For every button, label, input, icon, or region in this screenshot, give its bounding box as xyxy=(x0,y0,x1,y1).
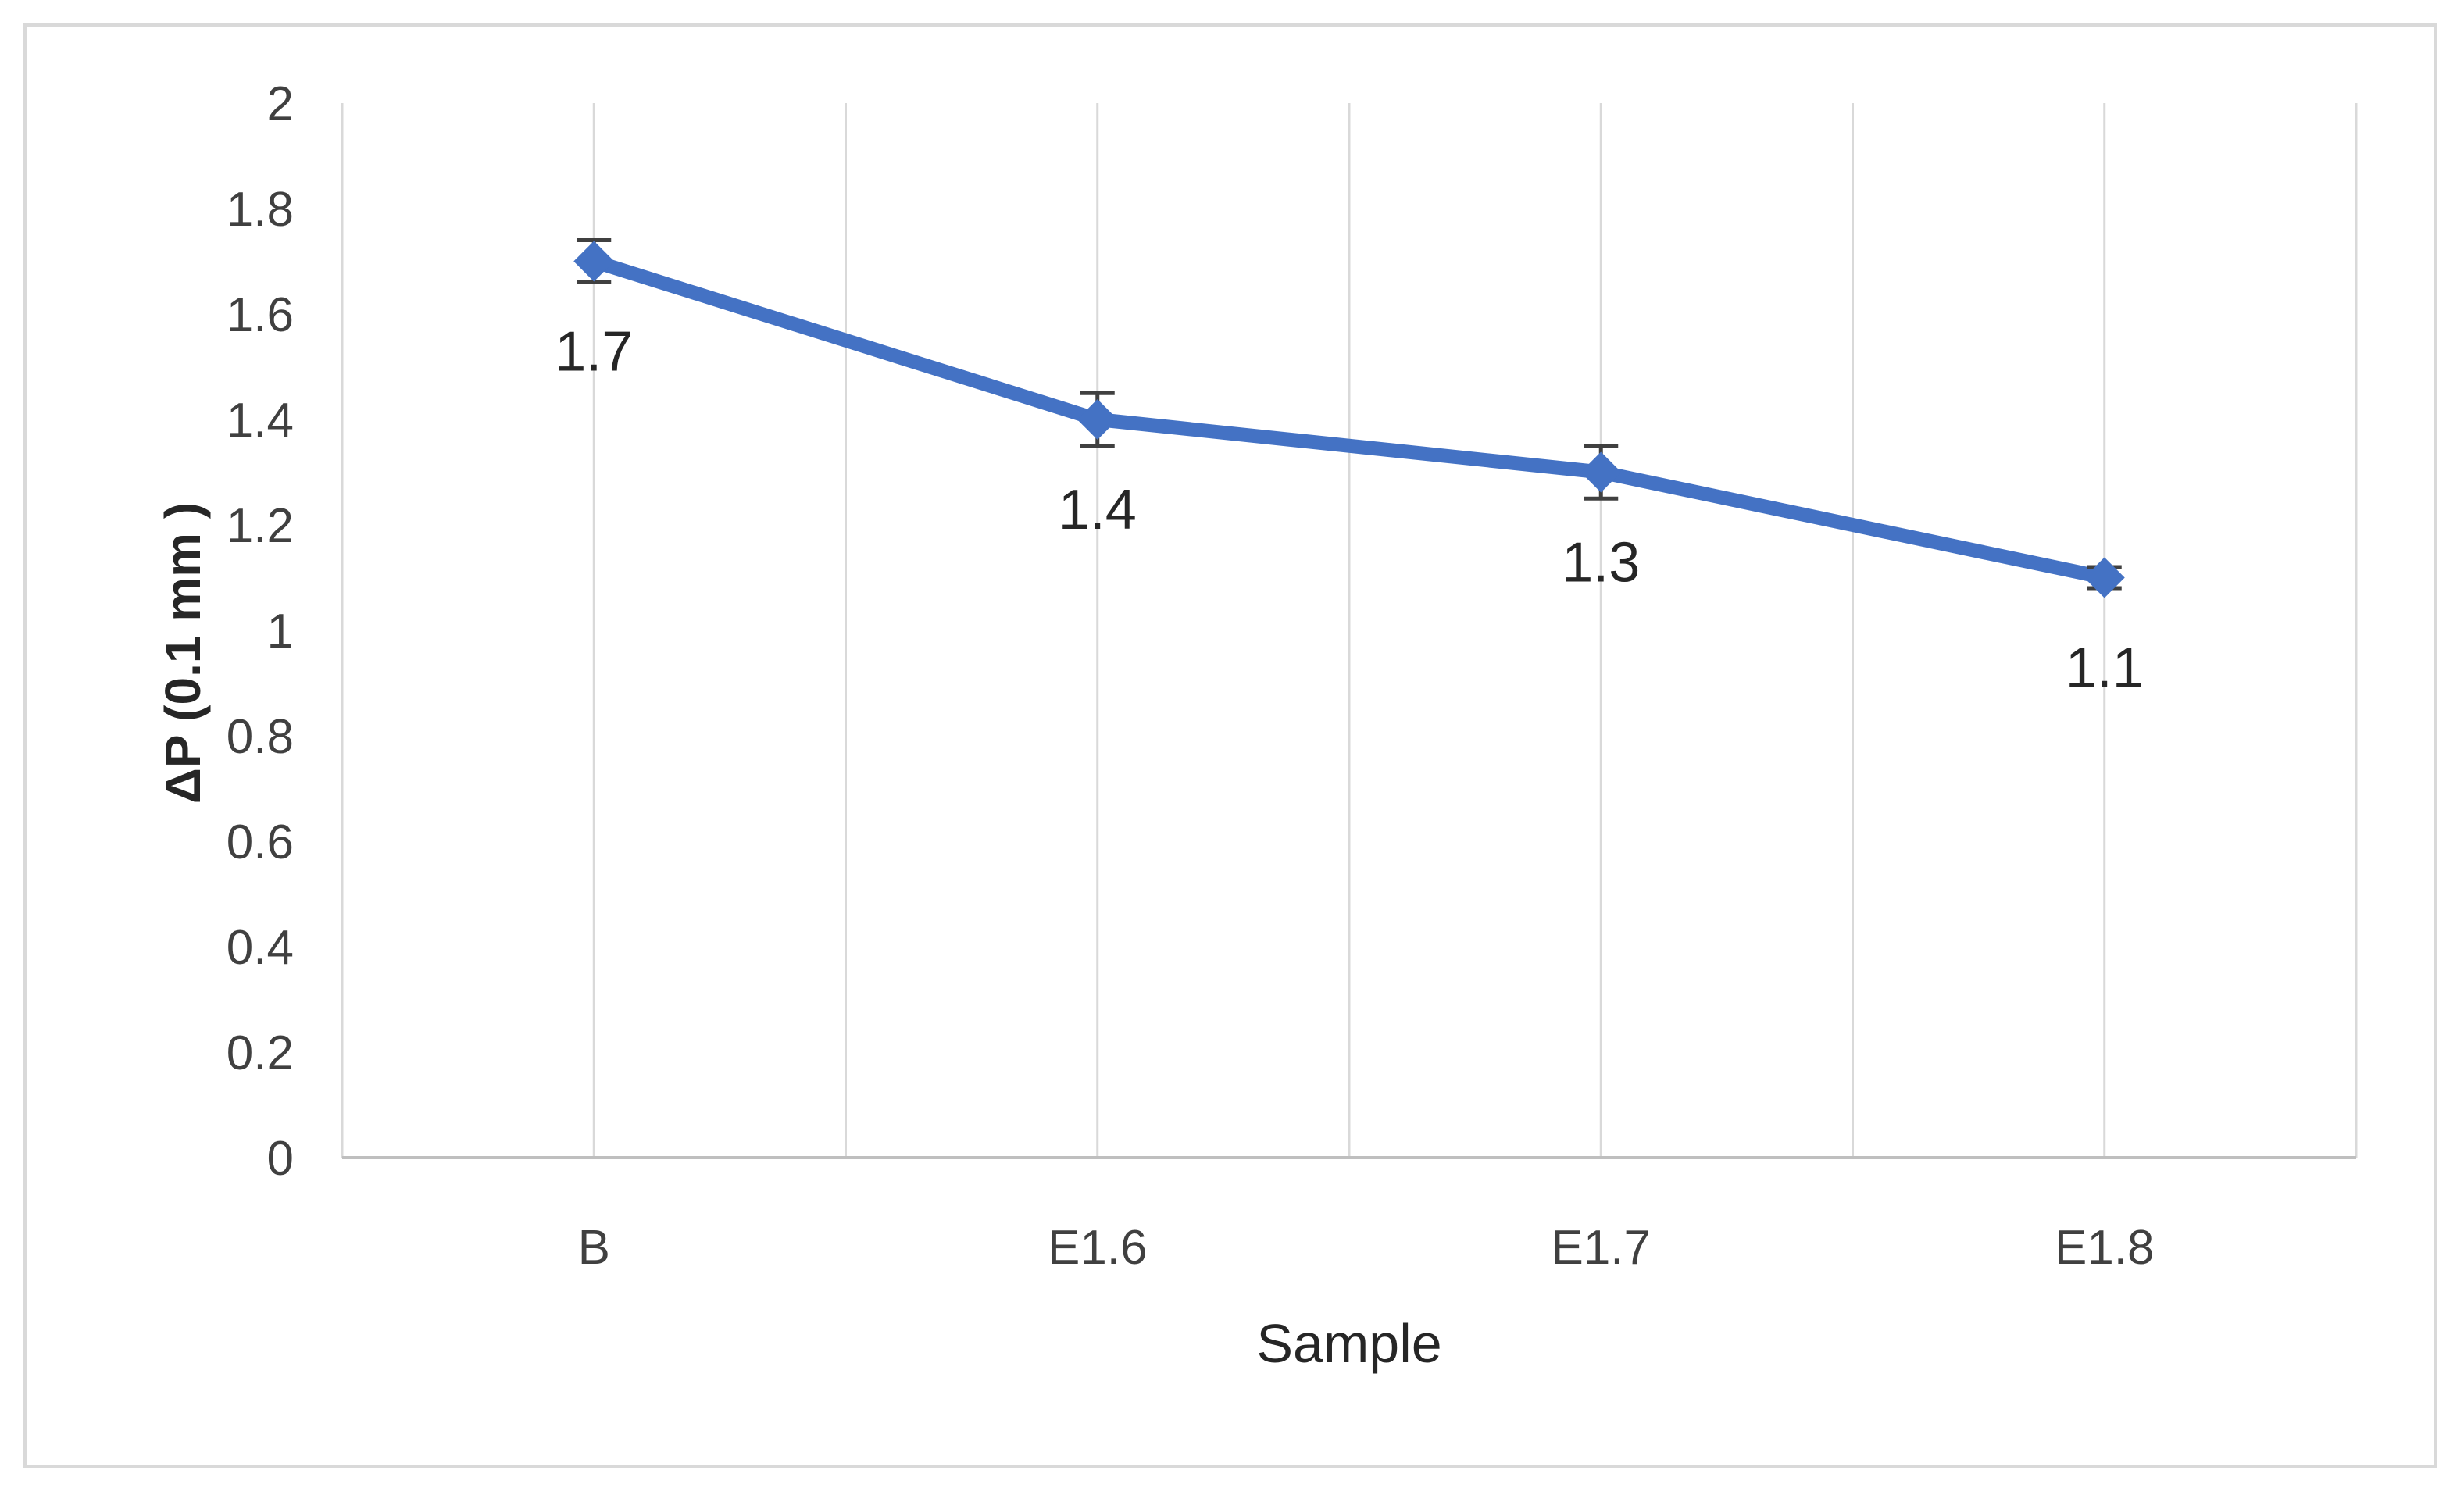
x-tick-label: E1.6 xyxy=(1048,1221,1148,1275)
x-tick-label: E1.8 xyxy=(2055,1221,2155,1275)
y-tick-label: 0.6 xyxy=(227,815,294,869)
y-tick-labels: 0 0.2 0.4 0.6 0.8 1 1.2 1.4 1.6 1.8 2 xyxy=(227,77,294,1186)
y-tick-label: 0.8 xyxy=(227,710,294,764)
line-chart: 0 0.2 0.4 0.6 0.8 1 1.2 1.4 1.6 1.8 2 B E1.6 E1.7 E1.… xyxy=(155,77,2358,1374)
y-tick-label: 1 xyxy=(267,605,294,658)
data-point-marker xyxy=(1077,399,1118,440)
x-tick-label: E1.7 xyxy=(1551,1221,1651,1275)
x-tick-labels: B E1.6 E1.7 E1.8 xyxy=(578,1221,2155,1275)
series-line xyxy=(587,254,2112,585)
data-label: 1.1 xyxy=(2066,637,2144,700)
y-tick-label: 0.4 xyxy=(227,921,294,975)
x-tick-label: B xyxy=(578,1221,610,1275)
data-label: 1.3 xyxy=(1562,532,1640,594)
data-labels: 1.7 1.4 1.3 1.1 xyxy=(555,321,2144,700)
data-label: 1.4 xyxy=(1059,479,1137,541)
y-tick-label: 0 xyxy=(267,1132,294,1186)
series-layer xyxy=(573,238,2125,598)
y-tick-label: 1.4 xyxy=(227,394,294,448)
y-tick-label: 1.8 xyxy=(227,183,294,237)
data-point-marker xyxy=(1580,451,1622,493)
data-point-marker xyxy=(573,241,615,282)
y-tick-label: 0.2 xyxy=(227,1026,294,1080)
y-tick-label: 2 xyxy=(267,77,294,131)
gridlines xyxy=(341,103,2358,1158)
chart-frame: 0 0.2 0.4 0.6 0.8 1 1.2 1.4 1.6 1.8 2 B E1.6 E1.7 E1.… xyxy=(23,23,2437,1468)
y-tick-label: 1.6 xyxy=(227,288,294,342)
y-axis-title: ΔP (0.1 mm ) xyxy=(155,502,211,804)
data-point-marker xyxy=(2084,557,2125,598)
x-axis-title: Sample xyxy=(1256,1313,1441,1374)
data-label: 1.7 xyxy=(555,321,633,384)
y-tick-label: 1.2 xyxy=(227,499,294,553)
